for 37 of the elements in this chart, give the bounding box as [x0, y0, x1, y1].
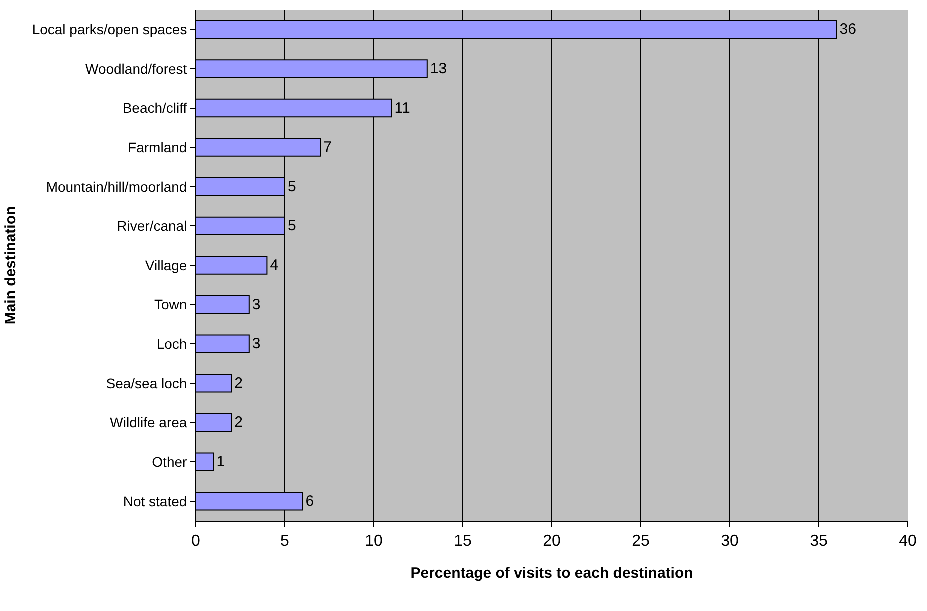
data-label: 3 — [252, 296, 261, 314]
data-label: 11 — [394, 100, 410, 117]
data-label: 7 — [324, 139, 332, 156]
x-tick-label: 30 — [721, 533, 739, 550]
y-tick-label: Other — [152, 454, 188, 470]
data-label: 2 — [234, 414, 243, 432]
data-label: 2 — [234, 374, 243, 392]
y-tick-label: Wildlife area — [110, 414, 188, 431]
x-tick-label: 25 — [632, 533, 650, 550]
y-tick-label: Sea/sea loch — [106, 375, 188, 392]
x-axis-title: Percentage of visits to each destination — [410, 565, 694, 582]
y-tick-label: Not stated — [123, 493, 188, 510]
data-label: 5 — [288, 218, 296, 235]
x-tick-label: 40 — [899, 533, 917, 550]
data-label: 1 — [216, 454, 226, 471]
data-label: 36 — [840, 21, 856, 38]
x-tick-label: 0 — [192, 533, 201, 550]
data-label: 4 — [270, 257, 279, 274]
y-tick-label: Mountain/hill/moorland — [46, 178, 188, 195]
data-label: 3 — [252, 336, 261, 353]
data-label: 6 — [306, 492, 314, 510]
data-label: 5 — [288, 178, 296, 196]
x-tick-label: 10 — [365, 533, 383, 550]
y-tick-label: Beach/cliff — [122, 100, 188, 116]
x-tick-label: 15 — [454, 533, 472, 550]
y-tick-label: Local parks/open spaces — [32, 22, 188, 38]
y-tick-label: Woodland/forest — [85, 60, 188, 77]
x-tick-label: 5 — [280, 533, 290, 550]
y-tick-label: Town — [154, 296, 188, 313]
y-axis-title: Main destination — [2, 206, 20, 325]
data-label: 13 — [430, 60, 448, 78]
y-tick-label: River/canal — [117, 218, 188, 234]
y-tick-label: Loch — [156, 336, 188, 352]
x-tick-label: 35 — [810, 533, 828, 550]
x-tick-label: 20 — [543, 533, 561, 550]
y-tick-label: Farmland — [128, 139, 188, 156]
y-tick-label: Village — [145, 257, 188, 274]
